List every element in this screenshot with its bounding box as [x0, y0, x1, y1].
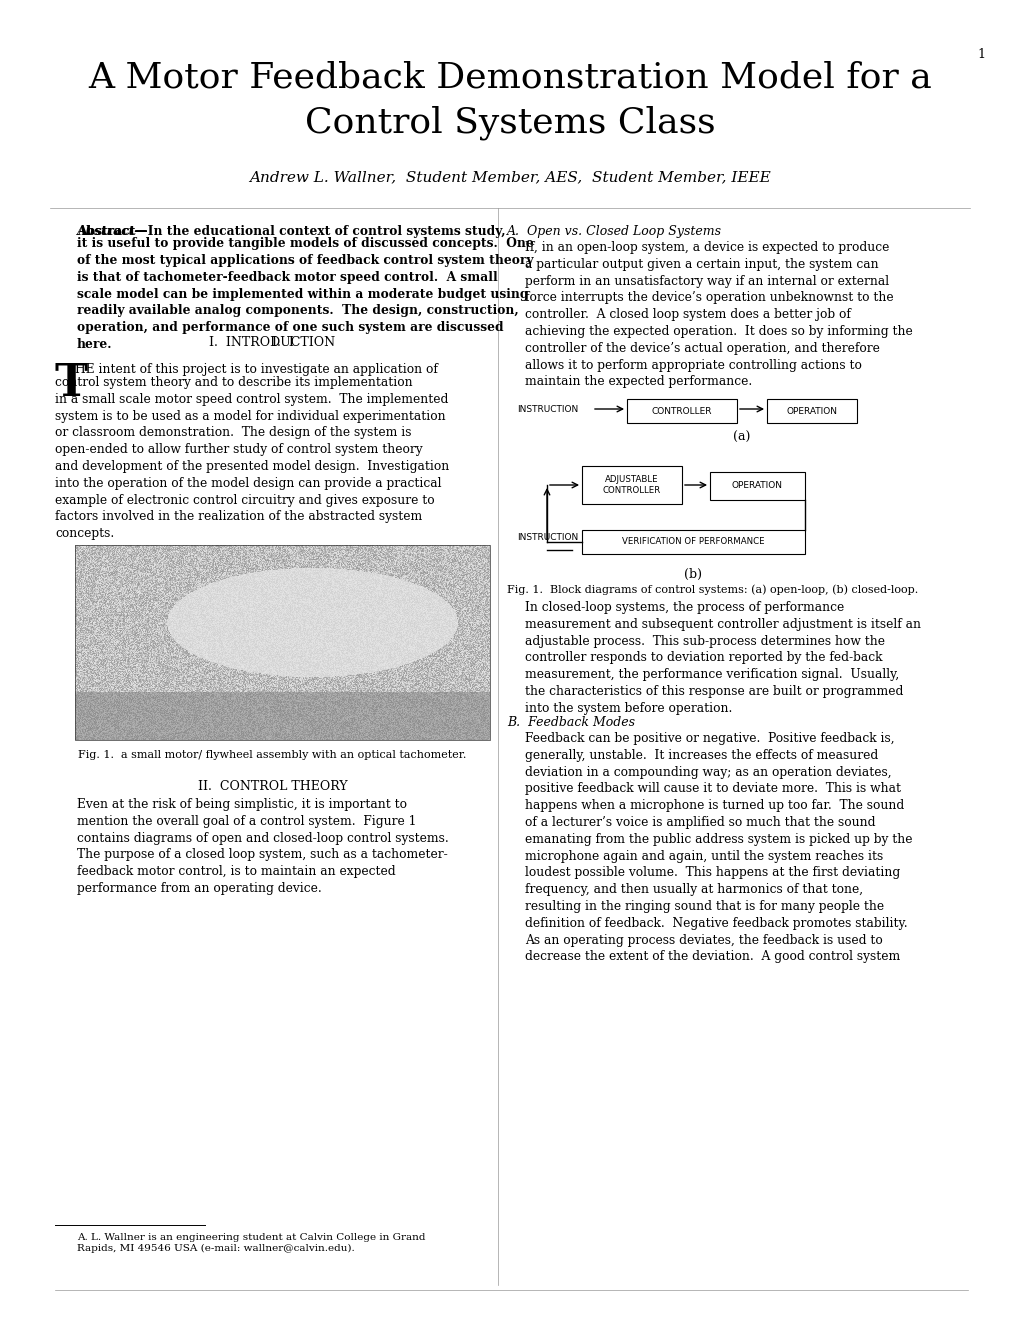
- Text: Feedback can be positive or negative.  Positive feedback is,
generally, unstable: Feedback can be positive or negative. Po…: [525, 733, 912, 964]
- Text: A Motor Feedback Demonstration Model for a: A Motor Feedback Demonstration Model for…: [88, 59, 931, 94]
- Text: INSTRUCTION: INSTRUCTION: [517, 533, 578, 543]
- FancyBboxPatch shape: [766, 399, 856, 422]
- FancyBboxPatch shape: [709, 473, 804, 500]
- Text: If, in an open-loop system, a device is expected to produce
a particular output : If, in an open-loop system, a device is …: [525, 242, 912, 388]
- Text: A.  Open vs. Closed Loop Systems: A. Open vs. Closed Loop Systems: [506, 224, 721, 238]
- Text: Fig. 1.  Block diagrams of control systems: (a) open-loop, (b) closed-loop.: Fig. 1. Block diagrams of control system…: [506, 583, 917, 594]
- Text: (a): (a): [733, 432, 750, 444]
- Text: 1: 1: [976, 48, 984, 61]
- Text: Abstract—: Abstract—: [76, 224, 148, 238]
- Text: II.  CONTROL THEORY: II. CONTROL THEORY: [198, 780, 347, 793]
- Text: Abstract—In the educational context of control systems study,: Abstract—In the educational context of c…: [76, 224, 505, 238]
- Text: In closed-loop systems, the process of performance
measurement and subsequent co: In closed-loop systems, the process of p…: [525, 601, 920, 715]
- Text: I.  INTRODUCTION: I. INTRODUCTION: [209, 337, 335, 348]
- FancyBboxPatch shape: [582, 466, 682, 504]
- Text: it is useful to provide tangible models of discussed concepts.  One
of the most : it is useful to provide tangible models …: [76, 238, 533, 351]
- Text: OPERATION: OPERATION: [732, 482, 783, 491]
- Text: Fig. 1.  a small motor/ flywheel assembly with an optical tachometer.: Fig. 1. a small motor/ flywheel assembly…: [78, 750, 467, 760]
- Bar: [75, 545, 489, 741]
- FancyBboxPatch shape: [627, 399, 737, 422]
- Text: OPERATION: OPERATION: [786, 407, 837, 416]
- Text: T: T: [55, 362, 88, 405]
- FancyBboxPatch shape: [582, 531, 804, 554]
- Text: B.  Feedback Modes: B. Feedback Modes: [506, 715, 635, 729]
- Text: HE intent of this project is to investigate an application of: HE intent of this project is to investig…: [75, 363, 437, 376]
- Text: (b): (b): [684, 568, 702, 581]
- Text: CONTROLLER: CONTROLLER: [651, 407, 711, 416]
- Text: control system theory and to describe its implementation
in a small scale motor : control system theory and to describe it…: [55, 376, 448, 540]
- Text: A. L. Wallner is an engineering student at Calvin College in Grand
Rapids, MI 49: A. L. Wallner is an engineering student …: [76, 1233, 425, 1253]
- Text: Control Systems Class: Control Systems Class: [305, 106, 714, 140]
- Text: INSTRUCTION: INSTRUCTION: [517, 404, 578, 413]
- Text: Even at the risk of being simplistic, it is important to
mention the overall goa: Even at the risk of being simplistic, it…: [76, 799, 448, 895]
- Text: ADJUSTABLE
CONTROLLER: ADJUSTABLE CONTROLLER: [602, 475, 660, 495]
- Text: Andrew L. Wallner,  Student Member, AES,  Student Member, IEEE: Andrew L. Wallner, Student Member, AES, …: [249, 170, 770, 183]
- Text: VERIFICATION OF PERFORMANCE: VERIFICATION OF PERFORMANCE: [622, 537, 764, 546]
- Text: I.  I: I. I: [272, 337, 294, 348]
